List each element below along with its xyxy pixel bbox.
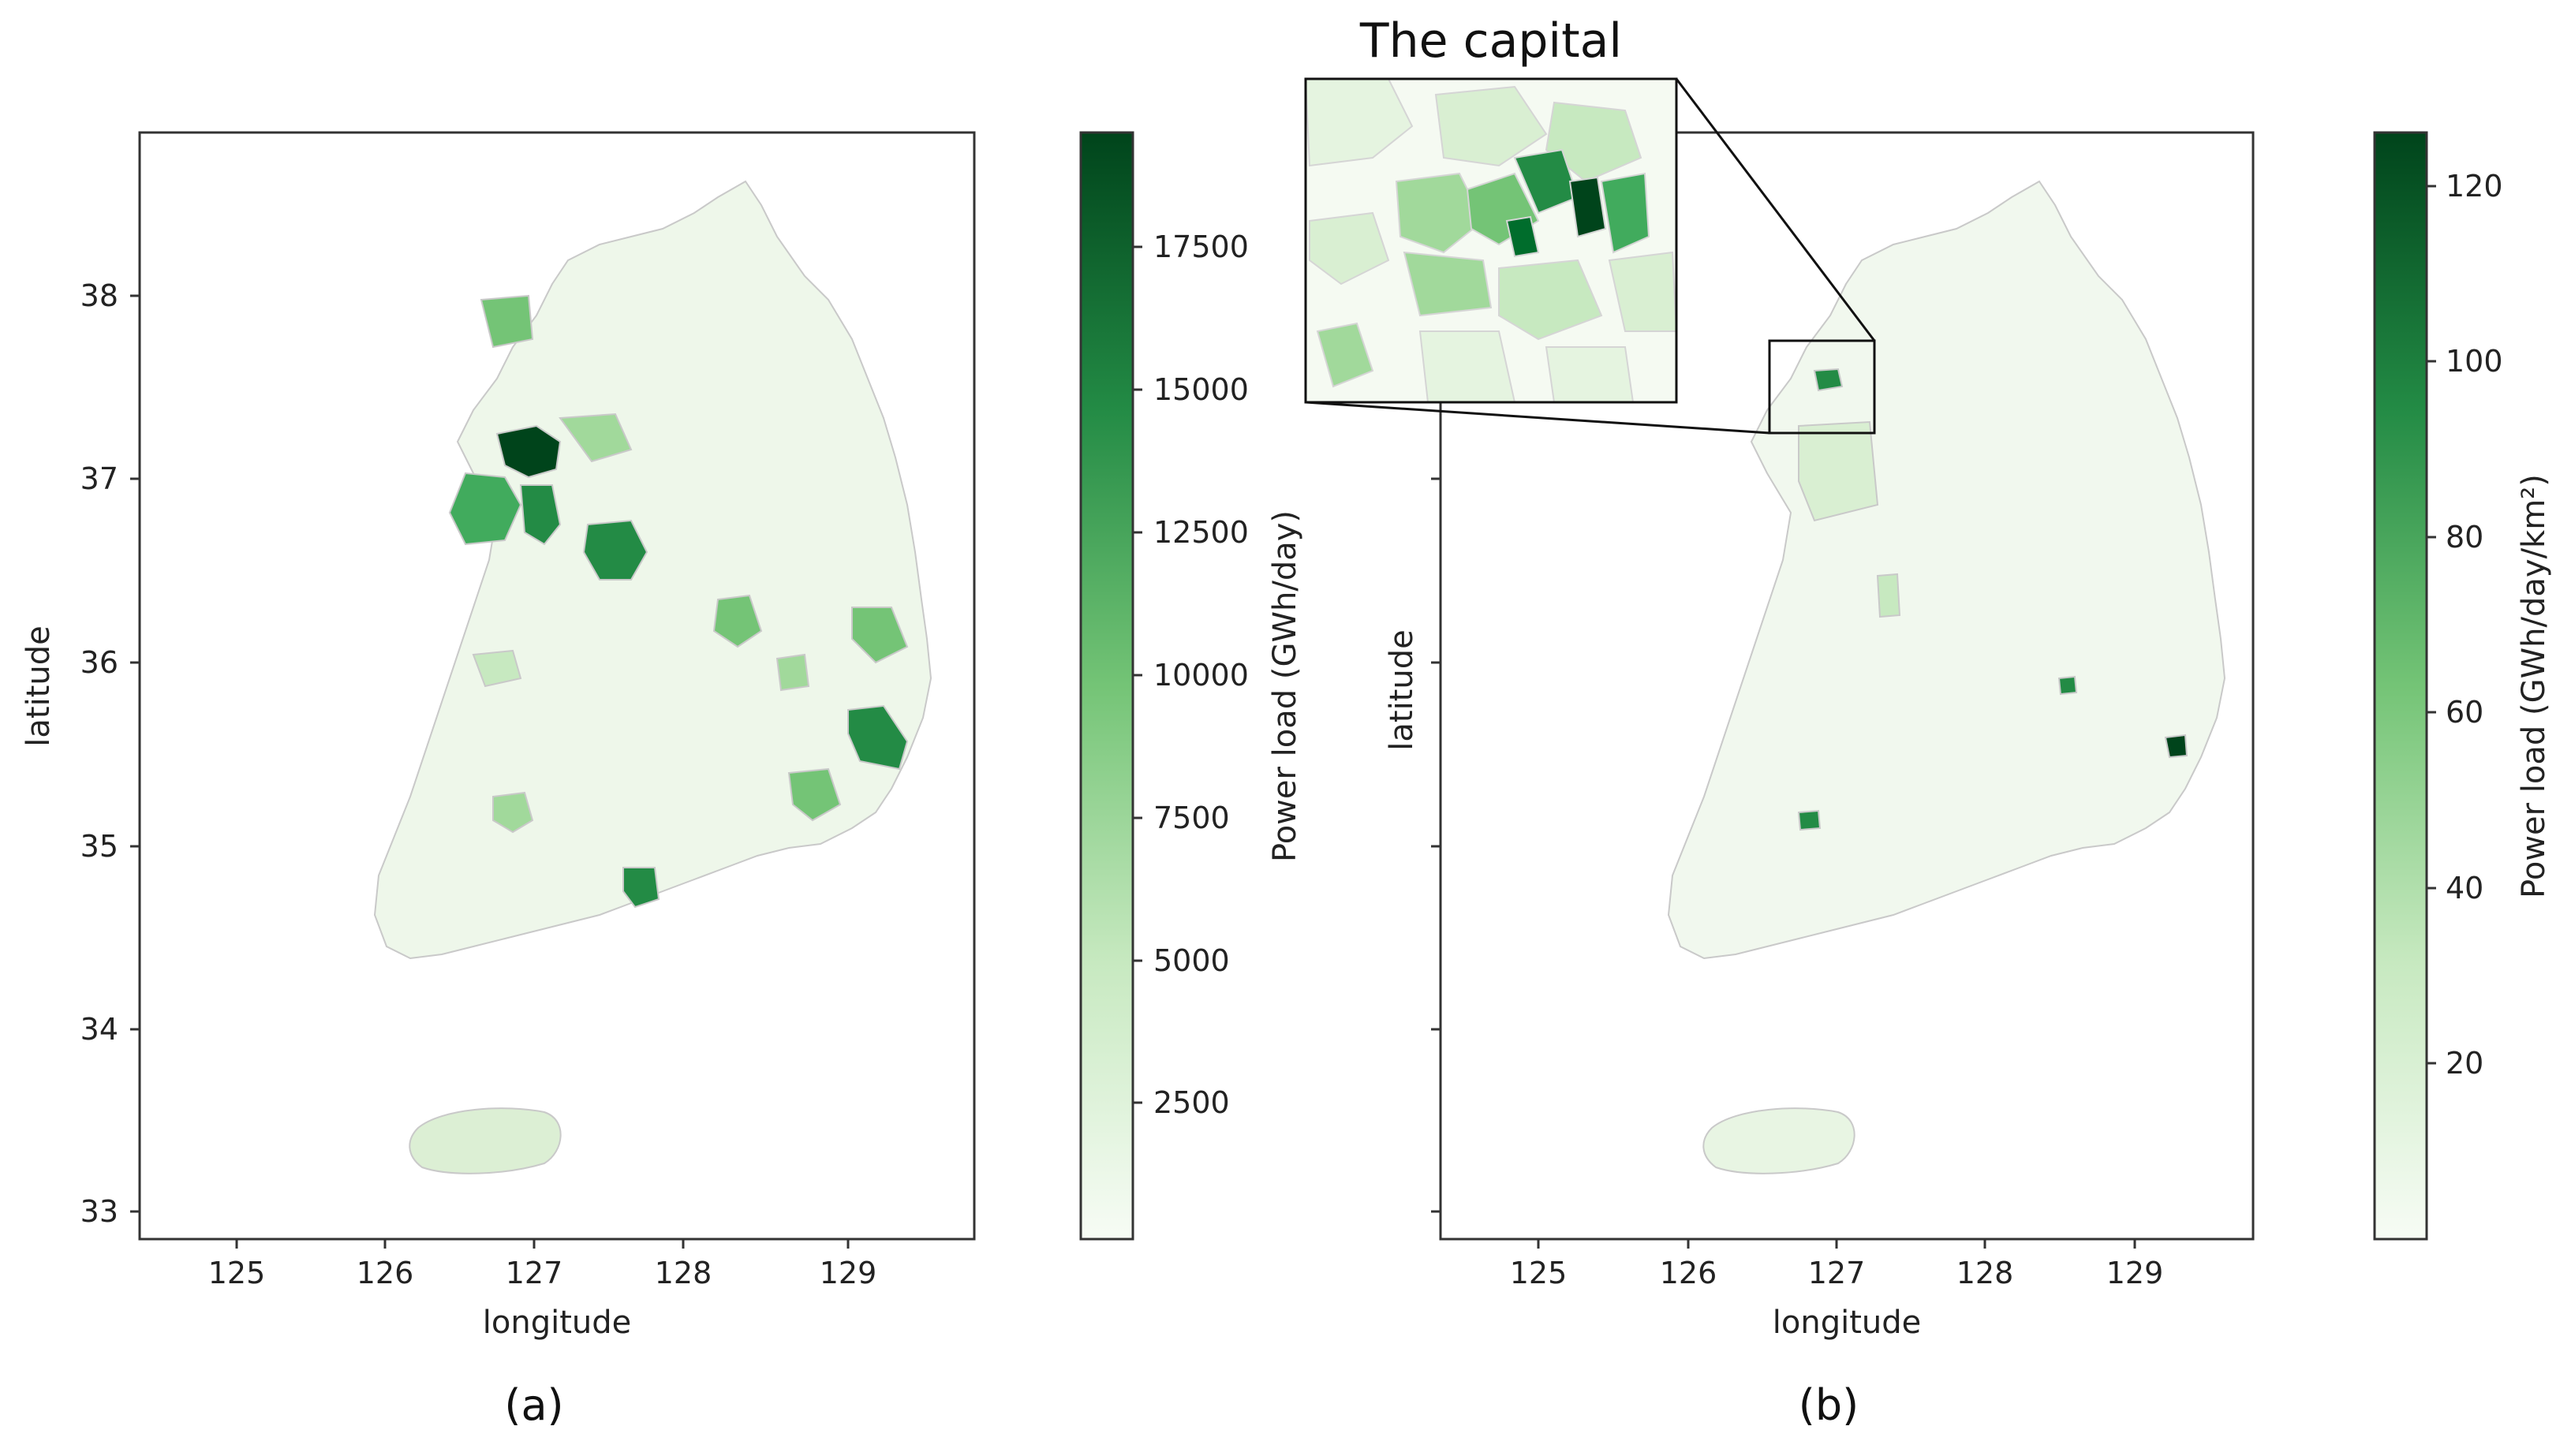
panel-b-colorbar-tick-label: 40 xyxy=(2446,871,2483,905)
panel-a-colorbar-tick-label: 7500 xyxy=(1153,801,1230,835)
panel-a-y-tick-label: 37 xyxy=(80,461,118,496)
inset-region xyxy=(1309,211,1390,286)
panel-b-colorbar-bar xyxy=(2373,131,2428,1241)
panel-a-region-ulsan xyxy=(847,704,909,771)
panel-a-colorbar-tick-label: 2500 xyxy=(1153,1085,1230,1120)
inset-region xyxy=(1545,346,1635,402)
panel-b-colorbar: 20 40 60 80 100 120 Power load (GWh/day/… xyxy=(2373,131,2552,1241)
panel-a-x-tick-label: 125 xyxy=(208,1256,266,1290)
panel-a-colorbar-bar xyxy=(1079,131,1134,1241)
inset-region xyxy=(1395,172,1485,254)
panel-a-region-gyeonggi-3 xyxy=(480,294,534,349)
panel-a-region-gumi xyxy=(712,594,763,648)
panel-a-jeju-island xyxy=(409,1107,562,1174)
panel-a-region-gyeonggi-1 xyxy=(448,472,522,546)
panel-b-axes-frame xyxy=(1439,131,2255,1241)
inset-region xyxy=(1545,101,1642,183)
panel-a-x-tick-label: 126 xyxy=(357,1256,414,1290)
panel-a-colorbar-ticks: 2500 5000 7500 10000 12500 15000 17500 xyxy=(1133,230,1249,1120)
panel-a-y-axis-title: latitude xyxy=(21,625,57,746)
panel-a-x-tick-label: 128 xyxy=(655,1256,712,1290)
panel-a-colorbar-tick-label: 17500 xyxy=(1153,230,1249,264)
panel-b-x-tick-label: 126 xyxy=(1660,1256,1717,1290)
panel-a-axes-frame xyxy=(138,131,976,1241)
panel-b-colorbar-tick-label: 100 xyxy=(2446,344,2503,379)
panel-a-region-gwangju xyxy=(492,791,534,834)
panel-b-colorbar-tick-label: 120 xyxy=(2446,169,2503,203)
panel-a-region-seoul xyxy=(495,424,562,479)
inset-region xyxy=(1316,322,1374,388)
panel-a-region-pohang xyxy=(851,607,909,664)
inset-region xyxy=(1434,85,1548,167)
panel-a-map: 125 126 127 128 129 33 34 35 36 37 38 lo… xyxy=(21,131,976,1430)
panel-b-colorbar-tick-label: 60 xyxy=(2446,695,2483,730)
inset-region xyxy=(1505,215,1540,258)
inset-connector-line-bottom xyxy=(1305,401,1770,435)
panel-a-y-ticks: 33 34 35 36 37 38 xyxy=(80,278,140,1229)
panel-a-x-tick-label: 127 xyxy=(506,1256,563,1290)
panel-b-x-tick-label: 127 xyxy=(1808,1256,1866,1290)
panel-b-region-gwangju-dense xyxy=(1797,809,1822,831)
panel-a-y-tick-label: 36 xyxy=(80,645,118,680)
inset-region xyxy=(1403,251,1493,317)
panel-a-region-gwangyang xyxy=(622,867,660,909)
inset-region xyxy=(1498,259,1603,341)
panel-a-label: (a) xyxy=(504,1380,563,1430)
panel-b-capital-highlight-box xyxy=(1768,339,1876,435)
panel-a-x-axis-title: longitude xyxy=(483,1305,631,1341)
inset-region xyxy=(1568,176,1607,238)
panel-a-mainland xyxy=(373,180,932,960)
panel-b-region-seoul-dense xyxy=(1813,368,1844,392)
panel-b-y-axis-title: latitude xyxy=(1384,629,1420,750)
panel-a-colorbar: 2500 5000 7500 10000 12500 15000 17500 P… xyxy=(1079,131,1303,1241)
panel-b-region-daegu-dense xyxy=(2057,675,2078,696)
panel-a-region-daegu xyxy=(775,653,810,692)
panel-a-colorbar-label: Power load (GWh/day) xyxy=(1267,510,1303,862)
panel-b-colorbar-tick-label: 80 xyxy=(2446,520,2483,554)
panel-b-jeju-island xyxy=(1702,1107,1855,1174)
panel-b-mainland xyxy=(1667,180,2226,960)
inset-region xyxy=(1600,172,1650,254)
panel-a-y-tick-label: 34 xyxy=(80,1012,118,1047)
inset-region xyxy=(1608,251,1676,332)
inset-title: The capital xyxy=(1359,13,1622,69)
inset-region xyxy=(1418,330,1516,402)
panel-a-colorbar-tick-label: 15000 xyxy=(1153,372,1249,407)
inset-frame xyxy=(1304,77,1678,404)
panel-a-y-tick-label: 38 xyxy=(80,278,118,313)
panel-b-y-ticks xyxy=(1431,294,1441,1213)
panel-a-region-seosan xyxy=(472,649,522,688)
panel-b-colorbar-ticks: 20 40 60 80 100 120 xyxy=(2427,169,2503,1081)
panel-b-x-tick-label: 128 xyxy=(1956,1256,2014,1290)
panel-b-x-axis-title: longitude xyxy=(1773,1305,1921,1341)
panel-b-map: 125 126 127 128 129 longitude latitude (… xyxy=(1305,78,2255,1430)
panel-a-y-tick-label: 33 xyxy=(80,1194,118,1229)
panel-a-y-tick-label: 35 xyxy=(80,829,118,864)
panel-b-label: (b) xyxy=(1799,1380,1859,1430)
inset-connector-line-top xyxy=(1675,78,1876,342)
panel-b-colorbar-label: Power load (GWh/day/km²) xyxy=(2516,474,2552,898)
panel-b-colorbar-tick-label: 20 xyxy=(2446,1046,2483,1081)
panel-b-region-busan-dense xyxy=(2164,734,2188,759)
inset-region xyxy=(1306,79,1414,167)
panel-a-region-gyeonggi-4 xyxy=(559,413,633,463)
panel-b-region-daejeon xyxy=(1876,573,1901,618)
panel-b-x-tick-label: 125 xyxy=(1510,1256,1568,1290)
panel-a-region-busan xyxy=(787,767,842,822)
panel-a-colorbar-tick-label: 10000 xyxy=(1153,658,1249,693)
panel-a-colorbar-tick-label: 12500 xyxy=(1153,515,1249,550)
panel-b-x-tick-label: 129 xyxy=(2106,1256,2164,1290)
panel-a-colorbar-tick-label: 5000 xyxy=(1153,943,1230,978)
capital-inset: The capital xyxy=(1304,13,1678,404)
panel-a-x-tick-label: 129 xyxy=(820,1256,877,1290)
panel-a-region-chungbuk xyxy=(582,519,648,581)
panel-b-region-gyeonggi-light xyxy=(1798,420,1879,522)
panel-a-region-gyeonggi-2 xyxy=(519,484,562,546)
panel-b-x-ticks: 125 126 127 128 129 xyxy=(1510,1239,2164,1290)
panel-a-x-ticks: 125 126 127 128 129 xyxy=(208,1239,877,1290)
